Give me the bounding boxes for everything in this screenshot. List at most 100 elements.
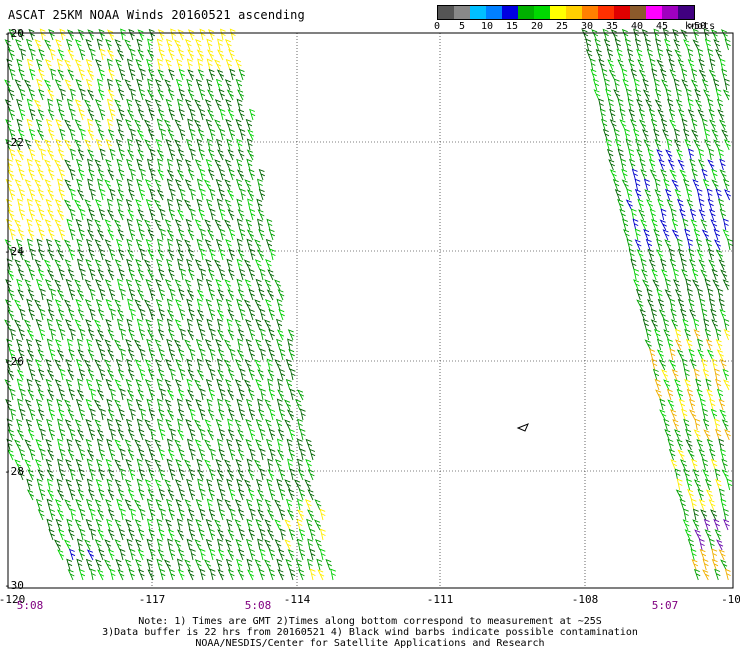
wind-barb	[671, 179, 679, 191]
wind-barb	[690, 79, 699, 91]
wind-barb	[104, 339, 112, 351]
wind-barb	[702, 178, 710, 191]
wind-barb	[176, 558, 183, 571]
wind-barb	[109, 568, 116, 581]
wind-barb	[606, 148, 614, 161]
wind-barb	[239, 228, 246, 241]
wind-barb	[104, 359, 112, 371]
wind-barb	[148, 348, 156, 361]
wind-barb	[707, 48, 714, 61]
wind-barb	[165, 58, 172, 71]
wind-barb	[665, 188, 672, 201]
wind-barb	[168, 548, 176, 561]
wind-barb	[97, 129, 105, 141]
note-line-2: 3)Data buffer is 22 hrs from 20160521 4)…	[102, 627, 638, 638]
wind-barb	[723, 318, 730, 331]
wind-barb	[672, 268, 679, 281]
wind-barb	[44, 219, 52, 231]
wind-barb	[205, 118, 213, 131]
wind-barb	[157, 158, 163, 171]
wind-barb	[88, 208, 95, 221]
wind-barb	[156, 378, 163, 391]
wind-barb	[74, 419, 82, 431]
wind-barb	[34, 259, 42, 271]
wind-barb	[189, 408, 196, 421]
wind-barb	[135, 538, 142, 551]
wind-barb	[268, 388, 276, 401]
wind-barb	[135, 238, 143, 251]
wind-barb	[678, 108, 685, 121]
wind-barb	[135, 138, 142, 151]
wind-barb	[218, 428, 226, 441]
wind-barb	[37, 509, 45, 521]
wind-barb	[656, 59, 664, 71]
wind-barb	[35, 58, 43, 71]
wind-barb	[104, 179, 112, 191]
wind-barb	[635, 288, 643, 301]
wind-barb	[34, 299, 42, 311]
wind-barb	[137, 209, 145, 221]
wind-barb	[581, 28, 589, 41]
wind-barb	[28, 28, 35, 41]
wind-barb	[73, 199, 82, 211]
wind-barb	[186, 358, 193, 371]
wind-barb	[319, 528, 326, 541]
wind-barb	[174, 439, 182, 451]
wind-barb	[227, 209, 235, 221]
wind-barb	[149, 148, 156, 161]
wind-barb	[206, 58, 213, 71]
wind-barb	[134, 99, 142, 111]
wind-barb	[176, 58, 183, 71]
wind-barb	[216, 558, 223, 571]
wind-barb	[248, 168, 255, 181]
wind-barb	[709, 119, 717, 131]
wind-barb	[156, 398, 163, 411]
wind-barb	[719, 158, 726, 171]
wind-barb	[609, 108, 616, 121]
wind-barb	[223, 359, 232, 371]
wind-barb	[204, 239, 212, 251]
wind-barb	[109, 148, 116, 161]
wind-barb	[704, 38, 711, 51]
wind-barb	[27, 229, 35, 241]
wind-barb	[677, 298, 685, 311]
wind-barb	[187, 89, 195, 101]
wind-barb	[205, 538, 213, 551]
wind-barb	[13, 439, 22, 451]
wind-barb	[45, 358, 52, 371]
wind-barb	[128, 188, 135, 201]
wind-barb	[47, 229, 55, 241]
wind-barb	[8, 88, 15, 101]
wind-barb	[160, 508, 166, 521]
wind-barb	[149, 188, 156, 201]
wind-barb	[203, 559, 212, 571]
wind-barb	[689, 409, 697, 421]
wind-barb	[701, 229, 710, 241]
wind-barb	[16, 278, 23, 291]
wind-barb	[109, 188, 116, 201]
wind-barb	[126, 109, 135, 121]
wind-barb	[266, 358, 273, 371]
wind-barb	[634, 188, 642, 201]
wind-barb	[619, 108, 626, 121]
wind-barb	[199, 428, 206, 441]
longitude-label: -10	[721, 593, 740, 606]
wind-barb	[266, 529, 275, 541]
wind-barb	[662, 129, 669, 141]
wind-barb	[117, 569, 125, 581]
wind-barb	[691, 458, 698, 471]
wind-barb	[206, 498, 213, 511]
wind-barb	[95, 518, 103, 531]
wind-barb	[116, 318, 123, 331]
wind-barb	[14, 179, 22, 191]
wind-barb	[99, 108, 106, 121]
wind-barb	[174, 219, 182, 231]
wind-barb	[701, 78, 709, 91]
wind-barb	[617, 148, 624, 161]
wind-barb	[196, 49, 205, 61]
wind-barb	[708, 148, 715, 161]
wind-barb	[669, 258, 677, 271]
wind-barb	[36, 238, 43, 251]
wind-barb	[298, 488, 306, 501]
wind-barb	[676, 438, 684, 451]
